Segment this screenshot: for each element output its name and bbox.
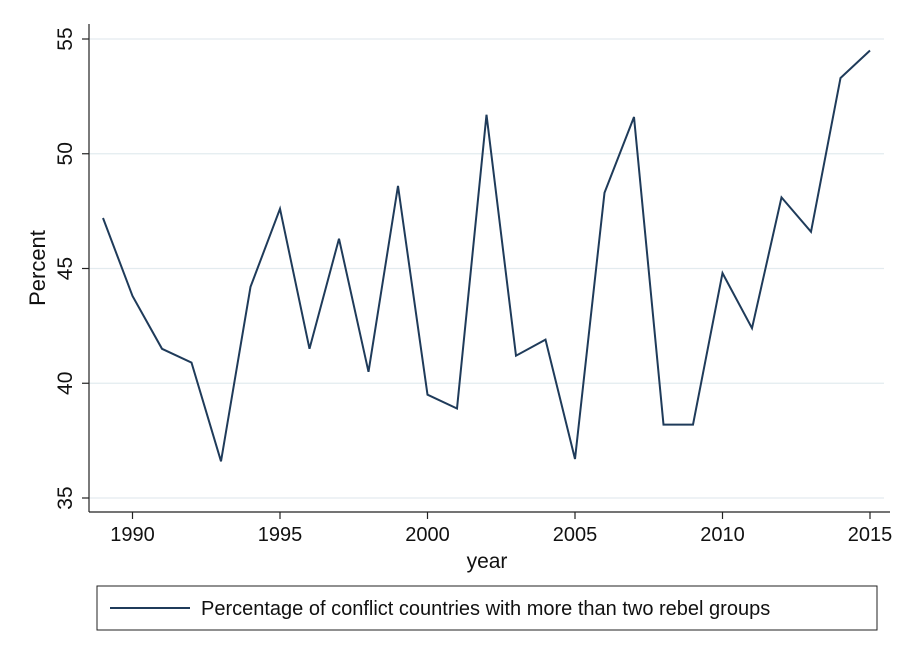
- x-axis-label: year: [467, 550, 508, 573]
- x-tick-label: 2010: [700, 524, 745, 546]
- y-tick-label: 55: [54, 27, 77, 50]
- y-tick-label: 50: [54, 142, 77, 165]
- x-tick-label: 1995: [258, 524, 303, 546]
- y-tick-label: 45: [54, 257, 77, 280]
- x-tick-label: 1990: [110, 524, 155, 546]
- x-tick-label: 2000: [405, 524, 450, 546]
- x-tick-label: 2015: [848, 524, 893, 546]
- y-tick-label: 40: [54, 372, 77, 395]
- x-tick-label: 2005: [553, 524, 598, 546]
- legend: Percentage of conflict countries with mo…: [97, 586, 877, 630]
- legend-label: Percentage of conflict countries with mo…: [201, 598, 770, 620]
- y-tick-label: 35: [54, 486, 77, 509]
- y-axis-label: Percent: [25, 230, 50, 306]
